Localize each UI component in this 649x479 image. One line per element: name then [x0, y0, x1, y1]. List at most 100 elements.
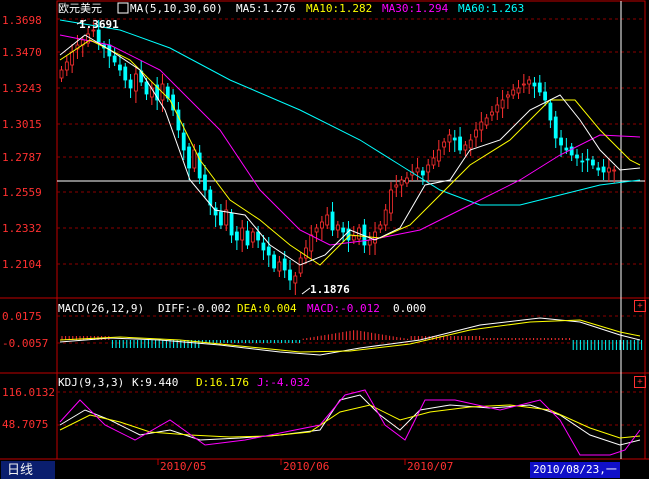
candle-body: [458, 136, 462, 151]
macd-params: MACD(26,12,9): [58, 302, 144, 315]
candle-body: [601, 166, 606, 173]
candle-body: [505, 94, 510, 98]
candle-body: [203, 174, 207, 191]
candle-body: [256, 231, 261, 241]
candle-body: [495, 104, 500, 113]
candle-body: [511, 89, 516, 96]
macd-tick: 0.0175: [2, 310, 42, 323]
candle-body: [484, 117, 489, 126]
candle-body: [112, 55, 117, 63]
candle-body: [304, 247, 308, 259]
candle-body: [383, 209, 388, 226]
candle-body: [224, 209, 229, 226]
candle-body: [351, 235, 356, 241]
candle-body: [219, 211, 223, 226]
candle-body: [197, 152, 202, 179]
candle-body: [596, 167, 601, 171]
ma60-value: MA60:1.263: [458, 2, 524, 15]
candle-body: [261, 242, 266, 251]
candle-body: [553, 116, 558, 139]
candle-body: [436, 149, 441, 162]
candle-body: [59, 69, 64, 79]
candle-body: [468, 139, 473, 149]
candles: [59, 20, 617, 295]
candle-body: [314, 227, 319, 233]
candle-body: [389, 189, 393, 214]
price-tick: 1.2787: [2, 151, 42, 164]
candle-body: [479, 121, 484, 131]
price-tick: 1.2104: [2, 258, 42, 271]
period-tab-daily[interactable]: 日线: [1, 461, 55, 479]
kdj-j-line: [59, 389, 641, 456]
candle-body: [452, 137, 457, 141]
candle-body: [591, 159, 595, 166]
candle-body: [192, 149, 197, 169]
candle-body: [527, 79, 532, 85]
candle-body: [293, 275, 298, 284]
indicator-icon[interactable]: [117, 2, 129, 14]
candle-body: [559, 137, 563, 146]
price-tick: 1.3015: [2, 118, 42, 131]
high-marker: [76, 19, 87, 25]
price-tick: 1.3470: [2, 46, 42, 59]
macd-tick: -0.0057: [2, 337, 48, 350]
kdj-tick: 116.0132: [2, 386, 55, 399]
ma30-value: MA30:1.294: [382, 2, 449, 15]
macd-extra: 0.000: [393, 302, 426, 315]
candle-body: [213, 207, 218, 216]
candle-body: [447, 134, 452, 143]
macd-dea-line: [59, 319, 641, 353]
candle-body: [144, 81, 149, 95]
kdj-d-line: [59, 404, 641, 439]
ma60-line: [59, 19, 641, 206]
low-marker: [301, 287, 311, 295]
candle-body: [463, 144, 468, 151]
candle-body: [96, 29, 101, 43]
candle-body: [149, 87, 154, 98]
expand-kdj-button[interactable]: +: [634, 376, 646, 388]
candle-body: [330, 211, 335, 231]
ma5-value: MA5:1.276: [236, 2, 296, 15]
date-label: 2010/06: [283, 460, 329, 473]
ma5-line: [59, 34, 641, 266]
price-tick: 1.2332: [2, 222, 42, 235]
candle-body: [64, 61, 69, 71]
candle-body: [585, 158, 590, 161]
candle-body: [309, 234, 314, 252]
candle-body: [123, 66, 128, 81]
candle-body: [537, 82, 542, 93]
candle-body: [405, 177, 409, 184]
candle-body: [319, 221, 324, 229]
candle-body: [378, 224, 383, 230]
price-tick: 1.2559: [2, 186, 42, 199]
macd-histogram: [61, 330, 643, 350]
candle-body: [341, 227, 346, 233]
candle-body: [128, 79, 133, 89]
candle-body: [394, 184, 399, 188]
macd-value: MACD:-0.012: [307, 302, 380, 315]
candle-body: [500, 99, 505, 109]
candle-body: [240, 227, 245, 241]
candle-body: [335, 224, 340, 231]
date-label: 2010/07: [407, 460, 453, 473]
candle-body: [277, 261, 282, 272]
ma10-value: MA10:1.282: [306, 2, 372, 15]
candle-body: [575, 154, 579, 159]
cursor-date-readout: 2010/08/23,一: [530, 462, 620, 478]
candle-body: [399, 179, 404, 186]
expand-macd-button[interactable]: +: [634, 300, 646, 312]
candle-body: [442, 141, 447, 148]
candle-body: [426, 164, 431, 173]
macd-diff-line: [59, 317, 641, 356]
candle-body: [564, 147, 569, 151]
candle-body: [118, 64, 122, 71]
high-annotation: 1.3691: [79, 18, 119, 31]
candle-body: [612, 169, 617, 172]
candle-body: [420, 170, 425, 176]
ma-params: MA(5,10,30,60): [130, 2, 223, 15]
candle-body: [548, 102, 553, 121]
candle-body: [91, 29, 96, 32]
candle-body: [86, 33, 90, 44]
grid-lines: [57, 1, 645, 465]
